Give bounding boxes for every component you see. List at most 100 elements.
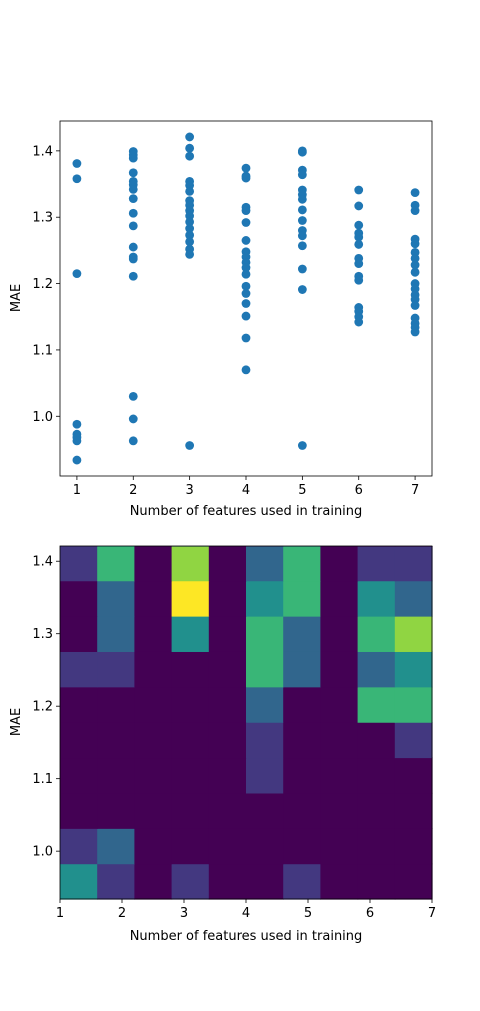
heatmap-cell: [357, 616, 396, 652]
heatmap-cell: [60, 757, 98, 794]
scatter-point: [72, 436, 82, 446]
heatmap-cell: [357, 686, 396, 723]
heatmap-cell: [283, 580, 321, 617]
heatmap-cell: [283, 722, 321, 759]
heatmap-cell: [208, 546, 247, 582]
scatter-point: [297, 170, 307, 180]
scatter-y-tick-label: 1.2: [32, 277, 53, 292]
heatmap-cell: [283, 686, 321, 723]
heatmap-cell: [246, 792, 284, 829]
heatmap-cell: [394, 546, 433, 582]
heatmap-cell: [134, 616, 173, 652]
scatter-point: [354, 275, 364, 285]
scatter-point: [297, 194, 307, 204]
heatmap-cell: [171, 651, 210, 688]
heatmap-cell: [60, 722, 98, 759]
scatter-x-axis-ticks: 1 2 3 4 5 6 7: [73, 476, 419, 498]
scatter-point: [185, 151, 195, 161]
scatter-point: [128, 153, 138, 163]
scatter-y-axis-ticks: 1.0 1.1 1.2 1.3 1.4: [32, 144, 60, 425]
scatter-x-axis-label: Number of features used in training: [130, 504, 363, 519]
scatter-point: [241, 289, 251, 298]
heatmap-y-tick-label: 1.3: [32, 627, 53, 642]
scatter-point: [241, 218, 251, 227]
scatter-x-tick-label: 5: [298, 483, 306, 498]
scatter-y-tick-label: 1.3: [32, 211, 53, 226]
heatmap-cell: [320, 651, 359, 688]
scatter-point: [410, 301, 420, 310]
scatter-x-tick-label: 2: [129, 483, 137, 498]
scatter-point: [128, 168, 138, 178]
heatmap-cell: [320, 792, 359, 829]
heatmap-cell: [283, 828, 321, 865]
scatter-point: [410, 253, 420, 263]
heatmap-cell: [60, 616, 98, 652]
heatmap-chart: 1 2 3 4 5 6 7 1.0 1.1 1.2 1.3 1.4 Number of featur…: [9, 545, 436, 944]
scatter-point: [241, 333, 251, 343]
heatmap-cell: [394, 757, 433, 794]
scatter-point: [128, 271, 138, 281]
heatmap-cell: [394, 580, 433, 617]
scatter-point: [128, 242, 138, 252]
scatter-point: [128, 414, 138, 424]
scatter-y-tick-label: 1.1: [32, 343, 53, 358]
heatmap-cell: [171, 792, 210, 829]
heatmap-cell: [283, 792, 321, 829]
heatmap-x-tick-label: 1: [56, 906, 64, 921]
scatter-point: [128, 436, 138, 446]
scatter-point: [297, 441, 307, 450]
heatmap-cell: [60, 863, 98, 900]
heatmap-cell: [60, 686, 98, 723]
heatmap-cell: [171, 580, 210, 617]
scatter-x-tick-label: 4: [242, 483, 250, 498]
heatmap-x-axis-ticks: 1 2 3 4 5 6 7: [56, 899, 436, 921]
heatmap-cell: [208, 616, 247, 652]
heatmap-cell: [97, 616, 135, 652]
scatter-point: [297, 241, 307, 251]
heatmap-cell: [357, 651, 396, 688]
heatmap-cell: [320, 616, 359, 652]
heatmap-cell: [60, 651, 98, 688]
heatmap-cell: [394, 863, 433, 900]
scatter-point: [354, 232, 364, 242]
heatmap-cell: [394, 828, 433, 865]
scatter-chart: 1 2 3 4 5 6 7 1.0 1.1 1.2 1.3 1.4 Number of featur…: [9, 120, 433, 519]
heatmap-cell: [97, 686, 135, 723]
heatmap-cell: [283, 863, 321, 900]
scatter-point: [72, 269, 82, 279]
scatter-point: [185, 132, 195, 142]
heatmap-cell: [320, 686, 359, 723]
heatmap-cell: [171, 546, 210, 582]
heatmap-cell: [208, 686, 247, 723]
heatmap-cell: [246, 757, 284, 794]
heatmap-x-tick-label: 6: [366, 906, 374, 921]
scatter-point: [354, 240, 364, 249]
heatmap-cell: [208, 722, 247, 759]
heatmap-cell: [134, 651, 173, 688]
heatmap-cell: [283, 546, 321, 582]
heatmap-cell: [357, 757, 396, 794]
heatmap-cell: [320, 580, 359, 617]
scatter-x-tick-label: 3: [185, 483, 193, 498]
scatter-point: [354, 317, 364, 327]
scatter-point: [297, 205, 307, 215]
scatter-point: [297, 147, 307, 157]
scatter-point: [297, 285, 307, 294]
heatmap-cell: [246, 722, 284, 759]
heatmap-cell: [357, 792, 396, 829]
heatmap-y-axis-ticks: 1.0 1.1 1.2 1.3 1.4: [32, 555, 60, 860]
heatmap-cell: [357, 722, 396, 759]
scatter-point: [185, 441, 195, 450]
heatmap-cell: [171, 757, 210, 794]
scatter-point: [297, 264, 307, 274]
scatter-point: [241, 163, 251, 173]
scatter-point: [185, 230, 195, 240]
heatmap-cell: [394, 686, 433, 723]
heatmap-cell: [134, 863, 173, 900]
scatter-point: [410, 267, 420, 277]
heatmap-cell: [394, 616, 433, 652]
heatmap-cell: [357, 863, 396, 900]
scatter-point: [241, 311, 251, 321]
heatmap-cell: [320, 757, 359, 794]
heatmap-cell: [134, 686, 173, 723]
